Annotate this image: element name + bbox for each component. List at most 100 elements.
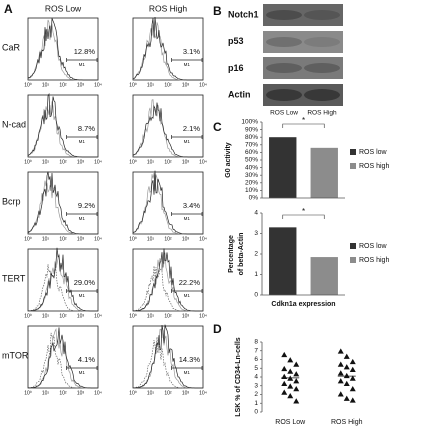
axis-tick-label: 10³ — [182, 159, 190, 165]
y-tick-label: 100% — [241, 119, 258, 126]
axis-tick-label: 10³ — [182, 313, 190, 319]
axis-tick-label: 10² — [59, 236, 67, 242]
panel-label: C — [213, 120, 222, 134]
point — [349, 366, 356, 372]
axis-tick-label: 10⁴ — [94, 159, 102, 165]
legend-swatch — [350, 163, 356, 169]
histogram-frame — [27, 17, 99, 81]
point — [337, 348, 344, 354]
point — [293, 398, 300, 404]
gate-label: M1 — [79, 62, 86, 67]
western-blot — [263, 4, 343, 106]
panel-label: D — [213, 322, 222, 336]
protein-label: p53 — [228, 36, 244, 46]
histogram-curve — [27, 171, 98, 235]
y-tick-label: 20% — [245, 180, 258, 187]
histogram-frame — [132, 171, 204, 235]
axis-tick-label: 10² — [164, 313, 172, 319]
blot-signal — [304, 10, 340, 20]
axis-tick-label: 10⁴ — [199, 313, 207, 319]
point — [337, 370, 344, 376]
axis-tick-label: 10⁴ — [94, 236, 102, 242]
axis-tick-label: 10¹ — [147, 313, 155, 319]
blot-signal — [304, 89, 340, 101]
point — [349, 397, 356, 403]
gate-line — [66, 366, 98, 370]
axis-tick-label: 10⁰ — [129, 236, 137, 242]
row-label: mTOR — [2, 350, 29, 360]
point — [349, 358, 356, 365]
gate-label: M1 — [79, 139, 86, 144]
point — [293, 371, 300, 377]
y-tick-label: 2 — [254, 251, 258, 258]
y-axis-label: Percentage — [228, 235, 235, 273]
percentage: 14.3% — [179, 355, 201, 364]
point — [349, 375, 356, 381]
point — [281, 365, 288, 372]
axis-tick-label: 10⁴ — [199, 159, 207, 165]
histogram-curve — [27, 18, 98, 81]
y-tick-label: 4 — [254, 374, 258, 381]
axis-tick-label: 10² — [164, 236, 172, 242]
panel-label: A — [4, 2, 13, 16]
row-label: CaR — [2, 42, 21, 52]
legend-label: ROS low — [359, 243, 388, 250]
axis-tick-label: 10¹ — [147, 82, 155, 88]
column-header: ROS High — [149, 3, 188, 13]
axis-tick-label: 10³ — [77, 313, 85, 319]
legend-swatch — [350, 257, 356, 263]
axis-tick-label: 10⁰ — [24, 390, 32, 396]
blot-band — [263, 57, 343, 79]
y-tick-label: 4 — [254, 210, 258, 217]
y-tick-label: 6 — [254, 356, 258, 363]
point — [281, 389, 288, 395]
axis-tick-label: 10¹ — [147, 390, 155, 396]
x-tick-label: ROS Low — [275, 419, 306, 426]
histogram-curve — [133, 324, 203, 389]
percentage: 29.0% — [74, 278, 96, 287]
histogram-frame — [132, 248, 204, 312]
gate-line — [171, 212, 203, 216]
axis-tick-label: 10² — [164, 390, 172, 396]
point — [337, 361, 344, 367]
axis-tick-label: 10⁰ — [24, 313, 32, 319]
significance-mark: * — [302, 116, 305, 125]
histogram-curve — [28, 327, 98, 389]
percentage: 2.1% — [183, 124, 200, 133]
y-tick-label: 1 — [254, 400, 258, 407]
point — [343, 372, 350, 379]
y-axis-label: G0 activity — [225, 142, 232, 178]
percentage: 12.8% — [74, 47, 96, 56]
point — [287, 368, 294, 374]
axis-tick-label: 10¹ — [42, 82, 50, 88]
y-tick-label: 3 — [254, 230, 258, 237]
row-label: N-cad — [2, 119, 26, 129]
legend-swatch — [350, 243, 356, 249]
histogram-frame — [27, 248, 99, 312]
bar — [310, 257, 338, 295]
point — [293, 386, 300, 392]
gate-label: M1 — [79, 216, 86, 221]
blot-band — [263, 4, 343, 26]
blot-signal — [266, 37, 302, 47]
axis-tick-label: 10³ — [77, 159, 85, 165]
axis-tick-label: 10⁴ — [94, 390, 102, 396]
histogram-curve — [132, 16, 203, 81]
gate-line — [66, 212, 98, 216]
axis-tick-label: 10⁰ — [24, 159, 32, 165]
legend-label: ROS high — [359, 163, 389, 170]
y-tick-label: 8 — [254, 339, 258, 346]
blot-band — [263, 31, 343, 53]
significance-bracket — [282, 123, 325, 128]
gate-label: M1 — [184, 62, 191, 67]
blot-signal — [266, 10, 302, 20]
point — [287, 383, 294, 389]
bar — [269, 227, 297, 295]
histogram-frame — [132, 325, 204, 389]
column-header: ROS Low — [45, 3, 82, 13]
histogram-frame — [27, 94, 99, 158]
point — [337, 391, 344, 397]
histogram-curve — [132, 170, 203, 235]
lane-label: ROS Low — [270, 110, 298, 117]
gate-line — [171, 58, 203, 62]
